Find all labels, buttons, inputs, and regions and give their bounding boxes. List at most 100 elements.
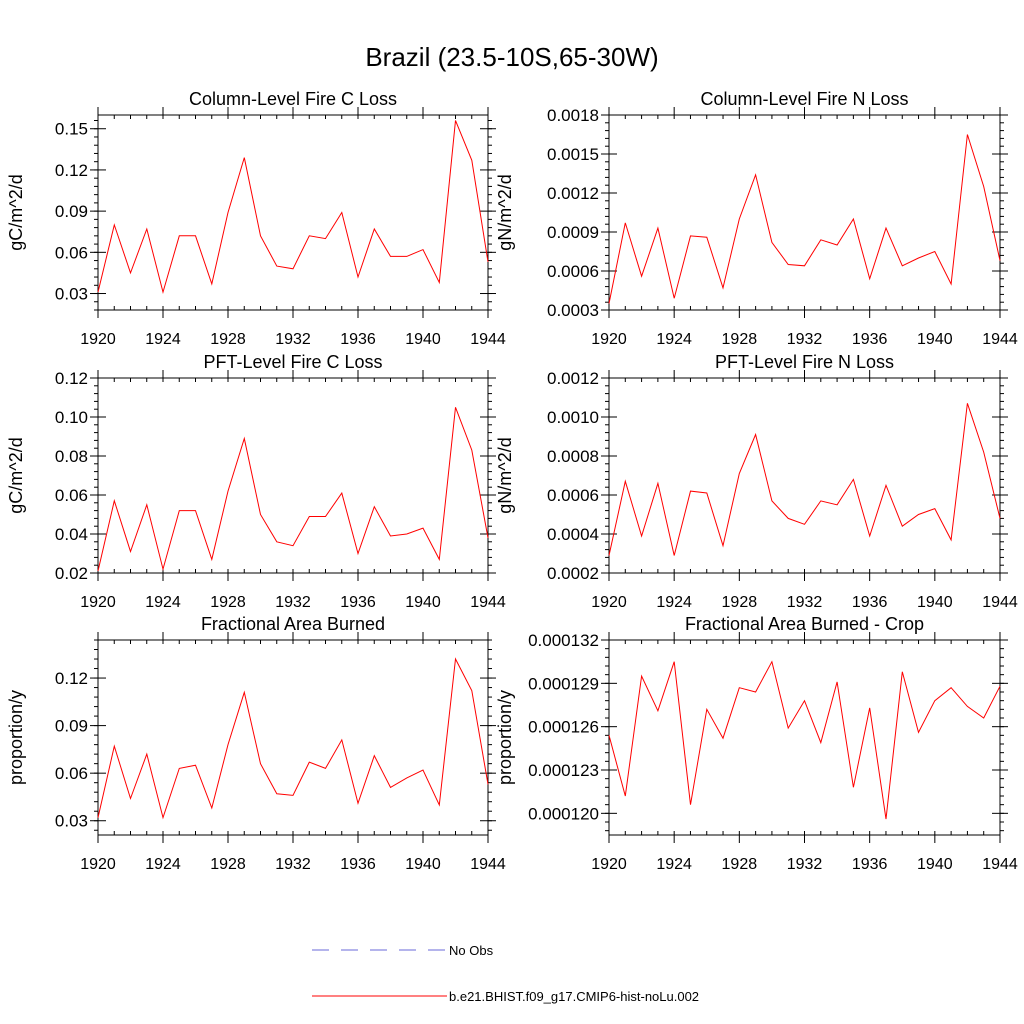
chart-panel-6: 1920 1924 1928 1932 1936 1940 1944 0.000120 0.00… xyxy=(495,614,1018,873)
plot-frame xyxy=(608,114,1001,311)
x-tick-label: 1920 xyxy=(591,594,627,611)
x-tick-label: 1928 xyxy=(722,856,758,873)
series-line xyxy=(97,657,489,820)
y-tick-label: 0.000120 xyxy=(528,804,599,823)
x-tick-label: 1932 xyxy=(787,594,823,611)
x-tick-label: 1924 xyxy=(145,594,181,611)
y-tick-label: 0.0006 xyxy=(547,486,599,505)
panel-title: Column-Level Fire N Loss xyxy=(700,89,908,109)
x-tick-label: 1920 xyxy=(80,856,116,873)
x-tick-label: 1920 xyxy=(80,594,116,611)
y-axis-label: proportion/y xyxy=(6,690,26,785)
legend: No Obs b.e21.BHIST.f09_g17.CMIP6-hist-no… xyxy=(312,943,699,1004)
x-tick-label: 1940 xyxy=(405,856,441,873)
x-tick-label: 1924 xyxy=(656,331,692,348)
x-tick-label: 1944 xyxy=(470,594,506,611)
x-tick-label: 1944 xyxy=(982,594,1018,611)
y-axis-label: gC/m^2/d xyxy=(6,174,26,250)
y-axis-label: proportion/y xyxy=(495,690,515,785)
x-tick-label: 1936 xyxy=(340,594,376,611)
y-tick-label: 0.06 xyxy=(55,486,88,505)
chart-panel-1: 1920 1924 1928 1932 1936 1940 1944 0.03 0.06 0.09… xyxy=(6,89,506,348)
legend-label-model: b.e21.BHIST.f09_g17.CMIP6-hist-noLu.002 xyxy=(449,989,699,1004)
y-tick-label: 0.12 xyxy=(55,669,88,688)
chart-panels: 1920 1924 1928 1932 1936 1940 1944 0.03 0.06 0.09… xyxy=(6,89,1018,873)
series-line xyxy=(608,403,1001,556)
panel-title: PFT-Level Fire N Loss xyxy=(715,352,894,372)
y-tick-label: 0.0006 xyxy=(547,262,599,281)
x-tick-label: 1928 xyxy=(722,331,758,348)
chart-panel-5: 1920 1924 1928 1932 1936 1940 1944 0.03 0.06 0.09… xyxy=(6,614,506,873)
chart-panel-3: 1920 1924 1928 1932 1936 1940 1944 0.02 0.04 0.06… xyxy=(6,352,506,611)
series-line xyxy=(608,660,1001,820)
x-tick-label: 1944 xyxy=(982,331,1018,348)
x-tick-label: 1944 xyxy=(470,331,506,348)
x-tick-label: 1928 xyxy=(210,856,246,873)
y-tick-label: 0.0015 xyxy=(547,145,599,164)
x-tick-label: 1936 xyxy=(852,856,888,873)
y-tick-label: 0.06 xyxy=(55,764,88,783)
x-tick-label: 1928 xyxy=(722,594,758,611)
x-tick-label: 1932 xyxy=(275,331,311,348)
y-tick-label: 0.000123 xyxy=(528,761,599,780)
plot-frame xyxy=(97,639,489,836)
x-tick-label: 1932 xyxy=(787,331,823,348)
x-tick-label: 1924 xyxy=(145,856,181,873)
panel-title: Column-Level Fire C Loss xyxy=(189,89,397,109)
x-tick-label: 1924 xyxy=(656,594,692,611)
y-tick-label: 0.0004 xyxy=(547,525,599,544)
y-tick-label: 0.08 xyxy=(55,447,88,466)
y-axis-label: gC/m^2/d xyxy=(6,437,26,513)
plot-frame xyxy=(97,114,489,311)
y-tick-label: 0.000126 xyxy=(528,718,599,737)
series-line xyxy=(97,120,489,294)
y-tick-label: 0.0008 xyxy=(547,447,599,466)
y-tick-label: 0.0012 xyxy=(547,184,599,203)
y-axis-label: gN/m^2/d xyxy=(495,437,515,513)
x-tick-label: 1936 xyxy=(340,856,376,873)
x-tick-label: 1944 xyxy=(982,856,1018,873)
legend-label-no-obs: No Obs xyxy=(449,943,494,958)
x-tick-label: 1932 xyxy=(275,594,311,611)
y-tick-label: 0.09 xyxy=(55,202,88,221)
y-tick-label: 0.0010 xyxy=(547,408,599,427)
y-tick-label: 0.0012 xyxy=(547,369,599,388)
y-tick-label: 0.0018 xyxy=(547,106,599,125)
x-tick-label: 1940 xyxy=(405,331,441,348)
x-tick-label: 1924 xyxy=(145,331,181,348)
x-tick-label: 1928 xyxy=(210,594,246,611)
y-tick-label: 0.15 xyxy=(55,120,88,139)
x-tick-label: 1932 xyxy=(787,856,823,873)
x-tick-label: 1924 xyxy=(656,856,692,873)
x-tick-label: 1940 xyxy=(405,594,441,611)
plot-frame xyxy=(608,377,1001,574)
y-tick-label: 0.04 xyxy=(55,525,88,544)
x-tick-label: 1936 xyxy=(340,331,376,348)
panel-title: Fractional Area Burned xyxy=(201,614,385,634)
y-tick-label: 0.12 xyxy=(55,369,88,388)
x-tick-label: 1932 xyxy=(275,856,311,873)
x-tick-label: 1920 xyxy=(80,331,116,348)
y-tick-label: 0.000129 xyxy=(528,674,599,693)
x-tick-label: 1936 xyxy=(852,331,888,348)
y-tick-label: 0.0002 xyxy=(547,564,599,583)
y-axis-label: gN/m^2/d xyxy=(495,174,515,250)
y-tick-label: 0.0009 xyxy=(547,223,599,242)
x-tick-label: 1940 xyxy=(917,594,953,611)
x-tick-label: 1928 xyxy=(210,331,246,348)
figure-title: Brazil (23.5-10S,65-30W) xyxy=(365,42,658,72)
panel-title: PFT-Level Fire C Loss xyxy=(203,352,382,372)
chart-panel-2: 1920 1924 1928 1932 1936 1940 1944 0.0003 0.0006… xyxy=(495,89,1018,348)
y-tick-label: 0.12 xyxy=(55,161,88,180)
y-tick-label: 0.03 xyxy=(55,812,88,831)
x-tick-label: 1944 xyxy=(470,856,506,873)
y-tick-label: 0.09 xyxy=(55,717,88,736)
series-line xyxy=(608,134,1001,304)
chart-panel-4: 1920 1924 1928 1932 1936 1940 1944 0.0002 0.0004… xyxy=(495,352,1018,611)
x-tick-label: 1940 xyxy=(917,856,953,873)
series-line xyxy=(97,407,489,572)
x-tick-label: 1920 xyxy=(591,856,627,873)
x-tick-label: 1936 xyxy=(852,594,888,611)
y-tick-label: 0.000132 xyxy=(528,631,599,650)
